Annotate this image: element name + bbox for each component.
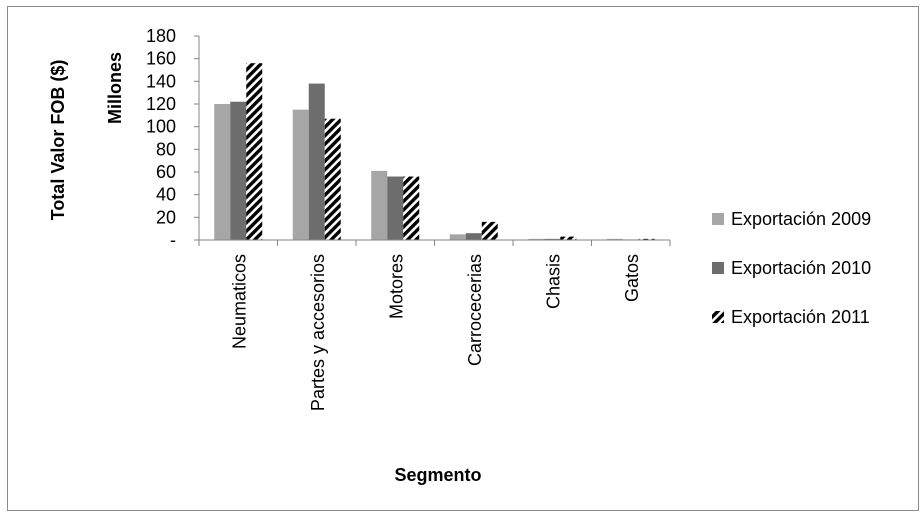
bar-neumaticos-exportacion-2009	[214, 104, 231, 240]
y-tick-label: 60	[156, 162, 176, 182]
legend-swatch-exportacion-2010	[712, 262, 724, 274]
legend-swatch-exportacion-2009	[712, 213, 724, 225]
bar-gatos-exportacion-2009	[606, 238, 623, 240]
y-tick-label: 180	[146, 26, 176, 46]
bar-motores-exportacion-2011	[403, 176, 420, 240]
bar-chasis-exportacion-2010	[544, 238, 561, 240]
x-ticks: Neumaticos Partes y accesorios Motores Carr…	[198, 240, 671, 411]
bar-chasis-exportacion-2011	[560, 236, 577, 240]
chart-frame	[7, 6, 919, 511]
y-tick-label: 160	[146, 49, 176, 69]
legend: Exportación 2009 Exportación 2010 Exportac…	[712, 209, 871, 327]
bar-neumaticos-exportacion-2011	[246, 63, 263, 241]
bar-carrocecerias-exportacion-2009	[449, 234, 466, 240]
bar-carrocecerias-exportacion-2011	[481, 221, 498, 240]
y-tick-label: 20	[156, 207, 176, 227]
bar-motores-exportacion-2009	[371, 170, 388, 240]
bar-chasis-exportacion-2009	[528, 238, 545, 240]
bar-partes-y-accesorios-exportacion-2011	[324, 118, 341, 240]
bar-partes-y-accesorios-exportacion-2010	[308, 83, 325, 240]
bars-layer	[214, 63, 655, 241]
y-tick-label: 40	[156, 185, 176, 205]
y-axis-unit-label: Millones	[105, 52, 125, 124]
legend-label-exportacion-2010: Exportación 2010	[731, 258, 871, 278]
x-tick-label-neumaticos: Neumaticos	[229, 254, 249, 349]
x-tick-label-gatos: Gatos	[622, 254, 642, 302]
legend-swatch-exportacion-2011	[712, 311, 724, 323]
y-tick-label: 80	[156, 139, 176, 159]
x-tick-label-carrocecerias: Carrocecerias	[465, 254, 485, 366]
legend-label-exportacion-2009: Exportación 2009	[731, 209, 871, 229]
x-tick-label-motores: Motores	[386, 254, 406, 319]
bar-partes-y-accesorios-exportacion-2009	[292, 109, 309, 241]
y-tick-label: -	[170, 230, 176, 250]
x-tick-label-chasis: Chasis	[543, 254, 563, 309]
legend-label-exportacion-2011: Exportación 2011	[731, 307, 870, 327]
y-tick-label: 100	[146, 117, 176, 137]
y-tick-label: 120	[146, 94, 176, 114]
bar-motores-exportacion-2010	[387, 176, 404, 240]
y-axis-title: Total Valor FOB ($)	[48, 60, 68, 221]
bar-carrocecerias-exportacion-2010	[465, 233, 482, 240]
bar-gatos-exportacion-2011	[638, 238, 655, 240]
x-axis-title: Segmento	[394, 465, 481, 485]
y-tick-label: 140	[146, 71, 176, 91]
x-tick-label-partes-y-accesorios: Partes y accesorios	[308, 254, 328, 411]
bar-neumaticos-exportacion-2010	[230, 101, 247, 240]
